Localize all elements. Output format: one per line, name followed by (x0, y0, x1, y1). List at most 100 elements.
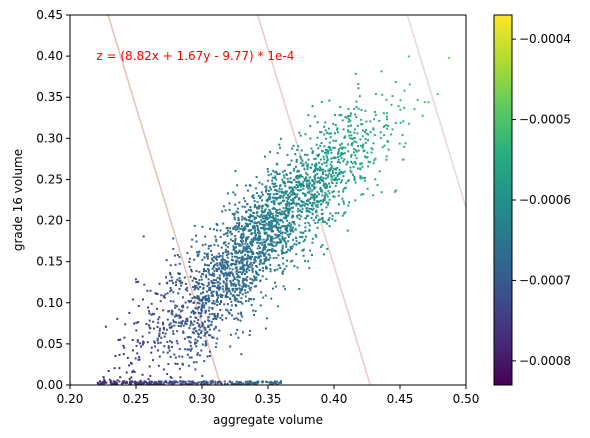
scatter-point (311, 254, 313, 256)
scatter-point (236, 383, 239, 385)
scatter-point (118, 353, 121, 356)
scatter-point (300, 184, 303, 187)
scatter-point (189, 320, 192, 323)
scatter-point (320, 189, 323, 192)
scatter-point (196, 296, 199, 299)
scatter-point (175, 313, 178, 316)
scatter-point (372, 127, 375, 130)
scatter-point (311, 205, 314, 208)
scatter-point (387, 148, 390, 151)
scatter-point (273, 177, 276, 179)
scatter-point (327, 174, 330, 177)
scatter-point (221, 210, 224, 213)
scatter-point (263, 246, 266, 248)
scatter-point (262, 296, 265, 299)
scatter-point (278, 381, 281, 384)
scatter-point (231, 272, 234, 275)
scatter-point (213, 314, 216, 317)
scatter-point (269, 256, 272, 259)
scatter-point (247, 285, 250, 287)
scatter-point (224, 248, 227, 251)
scatter-point (192, 286, 195, 288)
scatter-point (340, 151, 343, 154)
scatter-point (162, 323, 165, 326)
scatter-point (229, 272, 232, 275)
scatter-point (295, 202, 298, 205)
scatter-point (207, 281, 210, 284)
scatter-point (225, 308, 228, 311)
scatter-point (175, 281, 177, 284)
scatter-point (162, 321, 165, 324)
scatter-point (99, 380, 101, 383)
scatter-point (263, 232, 266, 235)
scatter-point (170, 377, 173, 379)
scatter-point (136, 339, 139, 342)
scatter-point (206, 298, 209, 301)
scatter-point (399, 121, 402, 124)
scatter-point (379, 131, 382, 134)
scatter-point (274, 217, 277, 220)
scatter-point (206, 264, 209, 267)
scatter-point (234, 203, 237, 206)
scatter-point (180, 322, 183, 325)
scatter-point (228, 289, 230, 292)
scatter-point (214, 263, 217, 266)
scatter-point (295, 158, 298, 161)
scatter-point (294, 236, 297, 239)
scatter-point (319, 144, 322, 147)
scatter-point (247, 235, 250, 238)
scatter-point (210, 320, 213, 323)
scatter-point (196, 255, 199, 258)
scatter-point (232, 249, 235, 251)
scatter-point (325, 137, 328, 140)
scatter-point (213, 269, 216, 272)
scatter-point (264, 294, 267, 297)
scatter-point (276, 209, 278, 212)
scatter-point (213, 328, 216, 331)
scatter-point (246, 291, 249, 294)
scatter-point (211, 313, 214, 315)
scatter-point (350, 160, 353, 163)
scatter-point (207, 294, 210, 297)
scatter-point (249, 214, 252, 217)
scatter-point (216, 276, 219, 279)
scatter-point (321, 194, 324, 197)
scatter-point (163, 295, 165, 298)
scatter-point (290, 159, 293, 162)
scatter-point (302, 201, 305, 203)
scatter-point (244, 228, 247, 231)
scatter-point (250, 251, 253, 254)
scatter-point (204, 311, 207, 314)
scatter-point (364, 131, 366, 133)
scatter-point (323, 158, 326, 161)
scatter-point (125, 382, 128, 384)
scatter-point (261, 227, 264, 229)
scatter-point (306, 191, 309, 194)
scatter-point (311, 212, 314, 215)
scatter-point (140, 382, 143, 385)
scatter-point (296, 216, 299, 219)
scatter-point (232, 279, 235, 282)
scatter-point (317, 155, 320, 158)
scatter-point (244, 285, 247, 288)
scatter-point (236, 276, 239, 279)
scatter-point (284, 217, 287, 220)
scatter-point (238, 201, 241, 204)
scatter-point (147, 378, 150, 381)
scatter-point (165, 276, 167, 279)
scatter-point (267, 189, 270, 192)
scatter-point (274, 249, 277, 252)
scatter-point (345, 182, 348, 185)
scatter-point (150, 351, 153, 354)
scatter-point (256, 229, 259, 232)
scatter-point (283, 239, 286, 242)
scatter-point (385, 98, 388, 101)
scatter-point (163, 345, 166, 348)
scatter-point (293, 186, 296, 188)
scatter-point (164, 293, 167, 296)
scatter-point (312, 196, 315, 199)
scatter-point (212, 256, 215, 259)
scatter-point (325, 193, 328, 196)
scatter-point (334, 113, 336, 116)
scatter-point (181, 320, 184, 322)
